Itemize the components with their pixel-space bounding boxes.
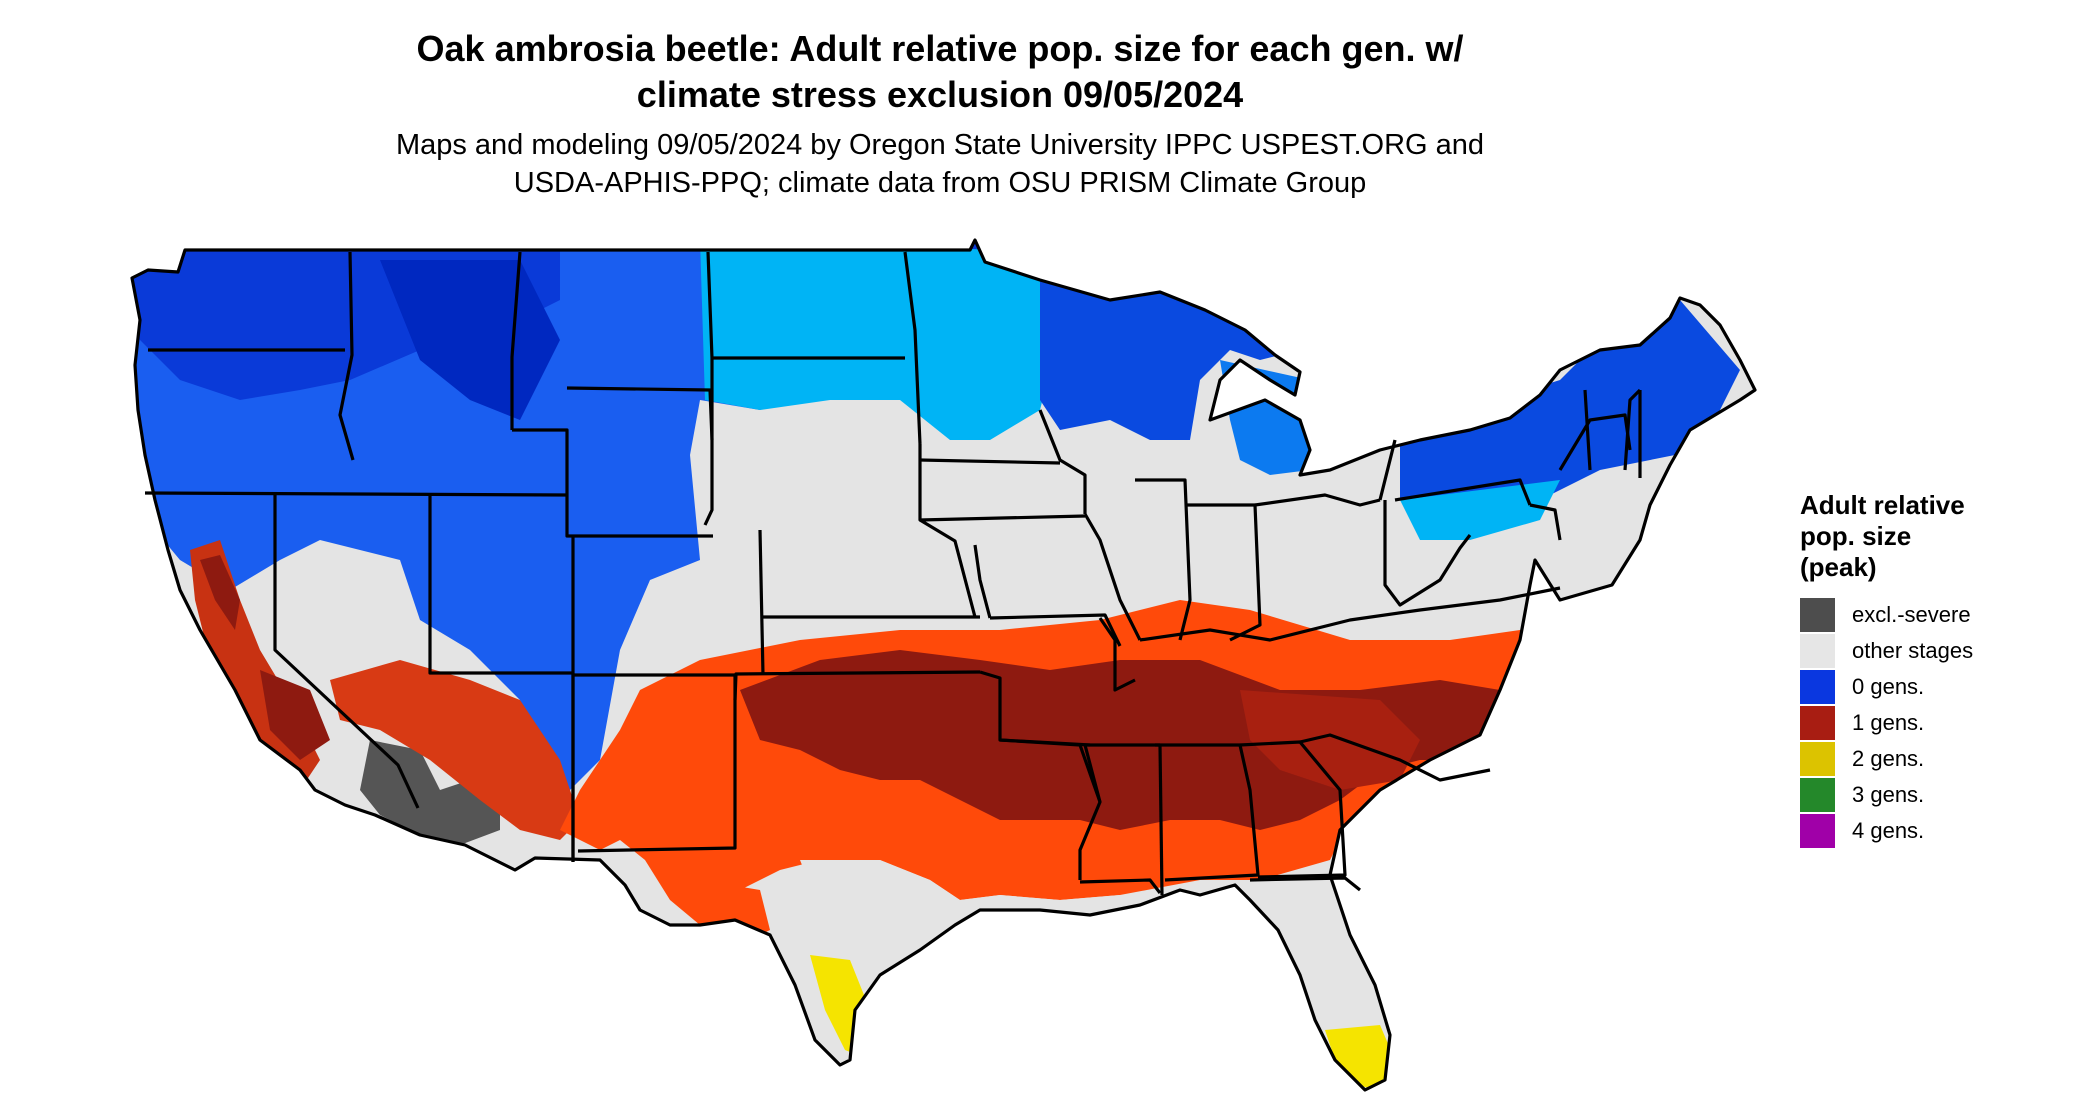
legend-item-other-stages: other stages — [1800, 633, 2090, 669]
legend-label: 4 gens. — [1852, 818, 1925, 843]
legend-label: 3 gens. — [1852, 782, 1925, 807]
legend-swatch — [1800, 742, 1835, 776]
legend-swatch — [1800, 598, 1835, 632]
legend-item-2-gens: 2 gens. — [1800, 741, 2090, 777]
legend-item-4-gens: 4 gens. — [1800, 813, 2090, 849]
legend-label: 2 gens. — [1852, 746, 1925, 771]
legend-item-1-gens: 1 gens. — [1800, 705, 2090, 741]
state-borders — [130, 238, 1757, 1092]
legend-item-0-gens: 0 gens. — [1800, 669, 2090, 705]
title-line-1: Oak ambrosia beetle: Adult relative pop.… — [416, 28, 1464, 69]
legend-label: other stages — [1852, 638, 1974, 663]
legend-title-line-2: pop. size — [1800, 521, 1912, 551]
legend-item-3-gens: 3 gens. — [1800, 777, 2090, 813]
legend-swatch — [1800, 778, 1835, 812]
subtitle-line-1: Maps and modeling 09/05/2024 by Oregon S… — [395, 129, 1485, 161]
legend: Adult relative pop. size (peak) excl.-se… — [1800, 490, 2090, 849]
legend-label: excl.-severe — [1852, 602, 1971, 627]
title-line-2: climate stress exclusion 09/05/2024 — [636, 74, 1244, 115]
map-colored-regions — [132, 240, 1740, 1090]
legend-label: 1 gens. — [1852, 710, 1925, 735]
legend-title: Adult relative pop. size (peak) — [1800, 490, 2090, 583]
legend-item-excl-severe: excl.-severe — [1800, 597, 2090, 633]
legend-label: 0 gens. — [1852, 674, 1925, 699]
legend-swatch — [1800, 706, 1835, 740]
map-subtitle: Maps and modeling 09/05/2024 by Oregon S… — [300, 126, 1580, 202]
subtitle-line-2: USDA-APHIS-PPQ; climate data from OSU PR… — [513, 167, 1367, 199]
legend-title-line-3: (peak) — [1800, 552, 1877, 582]
legend-title-line-1: Adult relative — [1800, 490, 1965, 520]
map-title: Oak ambrosia beetle: Adult relative pop.… — [300, 26, 1580, 118]
legend-swatch — [1800, 814, 1835, 848]
legend-swatch — [1800, 634, 1835, 668]
legend-swatch — [1800, 670, 1835, 704]
